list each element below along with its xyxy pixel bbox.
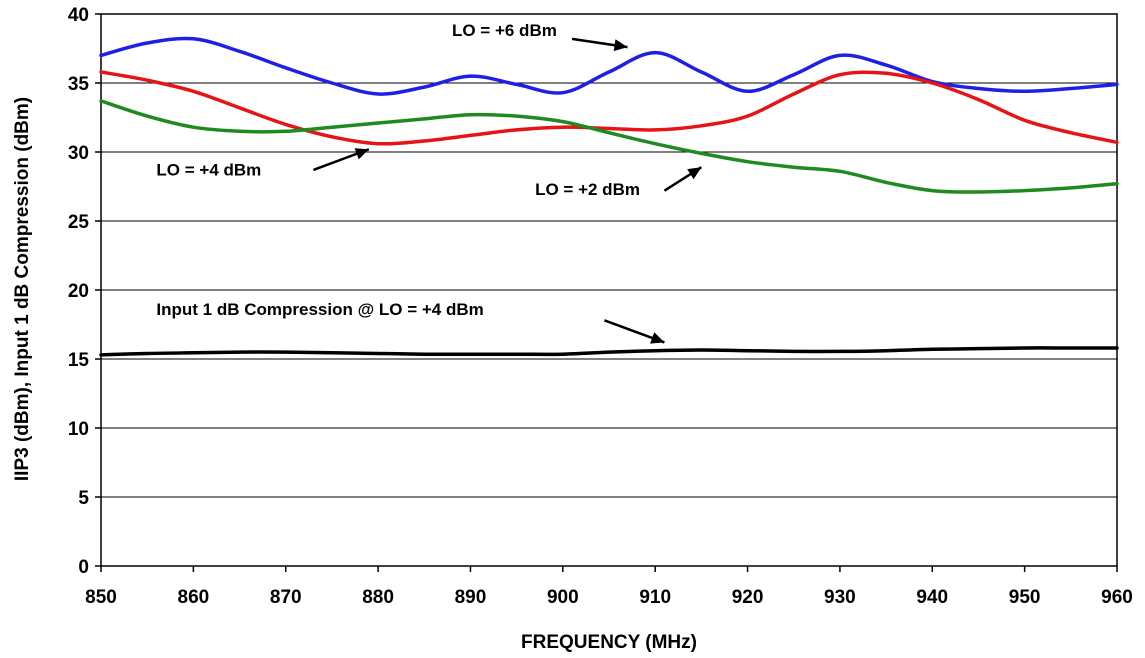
arrowhead-icon	[687, 167, 702, 180]
annotation-layer: LO = +6 dBm LO = +4 dBm LO = +2 dBm Input 1…	[156, 21, 703, 344]
x-tick-label: 860	[178, 587, 210, 608]
x-tick-label: 900	[547, 587, 579, 608]
annotation-lo-4dbm: LO = +4 dBm	[156, 148, 370, 179]
y-tick-label: 15	[68, 350, 90, 371]
arrowhead-icon	[354, 148, 369, 160]
annotation-label: LO = +6 dBm	[452, 21, 557, 40]
y-tick-label: 0	[78, 557, 89, 578]
x-tick-label: 870	[270, 587, 302, 608]
series-lo-2dbm	[99, 99, 1119, 194]
y-tick-label: 40	[68, 5, 89, 26]
grid-layer	[101, 13, 1117, 498]
series-lo-6dbm	[99, 36, 1119, 96]
x-tick-label: 890	[455, 587, 487, 608]
y-tick-label: 20	[68, 281, 89, 302]
series-input-1db-compression	[99, 346, 1119, 357]
x-tick-label: 930	[824, 587, 856, 608]
y-tick-label: 25	[68, 212, 90, 233]
x-tick-label: 950	[1009, 587, 1041, 608]
y-tick-label: 35	[68, 74, 90, 95]
x-axis-title: FREQUENCY (MHz)	[521, 632, 697, 653]
x-tick-label: 940	[916, 587, 948, 608]
axis-layer	[95, 13, 1118, 572]
series-layer	[99, 36, 1119, 357]
y-tick-label: 10	[68, 419, 89, 440]
annotation-label: Input 1 dB Compression @ LO = +4 dBm	[156, 300, 483, 319]
y-tick-label: 30	[68, 143, 89, 164]
x-tick-label: 880	[362, 587, 394, 608]
annotation-input-1db-compression: Input 1 dB Compression @ LO = +4 dBm	[156, 300, 665, 344]
y-axis-title: IIP3 (dBm), Input 1 dB Compression (dBm)	[12, 97, 33, 481]
y-tick-label: 5	[78, 488, 89, 509]
x-tick-label: 910	[639, 587, 671, 608]
annotation-lo-2dbm: LO = +2 dBm	[535, 166, 703, 199]
arrowhead-icon	[613, 39, 628, 52]
annotation-label: LO = +4 dBm	[156, 160, 261, 179]
arrowhead-icon	[650, 332, 665, 344]
plot-frame	[100, 13, 1118, 567]
tick-layer: 0 5 10 15 20 25 30 35 40 850 860 870 880 890 900 910 920…	[68, 5, 1133, 608]
x-tick-label: 920	[732, 587, 764, 608]
x-tick-label: 960	[1101, 587, 1133, 608]
series-lo-4dbm	[99, 70, 1119, 146]
x-tick-label: 850	[85, 587, 117, 608]
annotation-label: LO = +2 dBm	[535, 180, 640, 199]
annotation-lo-6dbm: LO = +6 dBm	[452, 21, 628, 52]
